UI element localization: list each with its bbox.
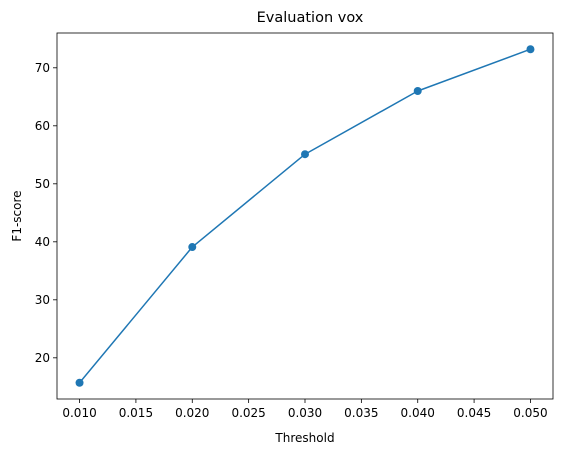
- data-point: [188, 243, 197, 252]
- x-tick-label: 0.050: [513, 406, 547, 420]
- x-tick-label: 0.045: [457, 406, 491, 420]
- data-point: [301, 150, 309, 159]
- x-tick-label: 0.015: [119, 406, 153, 420]
- y-axis-ticks: 20 30 40 50 60 70: [35, 61, 57, 365]
- y-tick-label: 20: [35, 351, 50, 365]
- data-point: [413, 87, 422, 96]
- y-tick-label: 40: [35, 235, 50, 249]
- data-point: [526, 45, 535, 54]
- x-tick-label: 0.010: [62, 406, 96, 420]
- x-tick-label: 0.030: [288, 406, 322, 420]
- series-line: [78, 48, 532, 384]
- x-axis-label: Threshold: [274, 431, 334, 445]
- data-point: [75, 378, 84, 387]
- y-tick-label: 70: [35, 61, 50, 75]
- y-tick-label: 30: [35, 293, 50, 307]
- x-tick-label: 0.040: [401, 406, 435, 420]
- y-tick-label: 50: [35, 177, 50, 191]
- y-axis-label: F1-score: [10, 190, 24, 241]
- x-tick-label: 0.020: [175, 406, 209, 420]
- x-tick-label: 0.035: [344, 406, 378, 420]
- plot-frame: [56, 32, 554, 400]
- plot-area: [56, 32, 554, 400]
- y-tick-label: 60: [35, 119, 50, 133]
- chart-title: Evaluation vox: [257, 10, 364, 26]
- x-axis-ticks: 0.010 0.015 0.020 0.025 0.030 0.035 0.040 0.045…: [62, 399, 548, 420]
- x-tick-label: 0.025: [231, 406, 265, 420]
- series-layer: [75, 45, 535, 387]
